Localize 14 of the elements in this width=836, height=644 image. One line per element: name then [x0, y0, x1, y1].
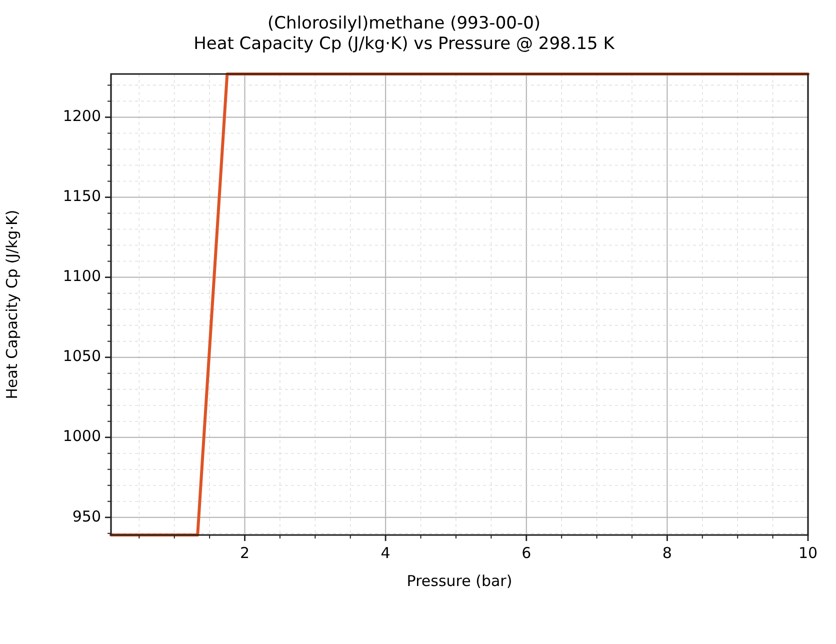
y-tick-label: 950: [72, 507, 101, 526]
y-tick-label: 1000: [62, 427, 101, 446]
x-tick-label: 2: [240, 544, 250, 562]
y-tick-label: 1100: [62, 267, 101, 286]
x-tick-label: 4: [380, 544, 390, 562]
x-tick-label: 6: [522, 544, 532, 562]
y-tick-label: 1150: [62, 187, 101, 206]
chart-title: (Chlorosilyl)methane (993-00-0) Heat Capacity Cp (J/kg·K) vs Pressure @ 298.15 K: [194, 14, 616, 54]
x-tick-label: 8: [662, 544, 672, 562]
y-tick-label: 1050: [62, 347, 101, 366]
y-axis-title: Heat Capacity Cp (J/kg·K): [2, 210, 21, 400]
x-tick-label: 10: [798, 544, 818, 562]
x-axis-title: Pressure (bar): [406, 572, 512, 590]
y-tick-label: 1200: [62, 107, 101, 126]
